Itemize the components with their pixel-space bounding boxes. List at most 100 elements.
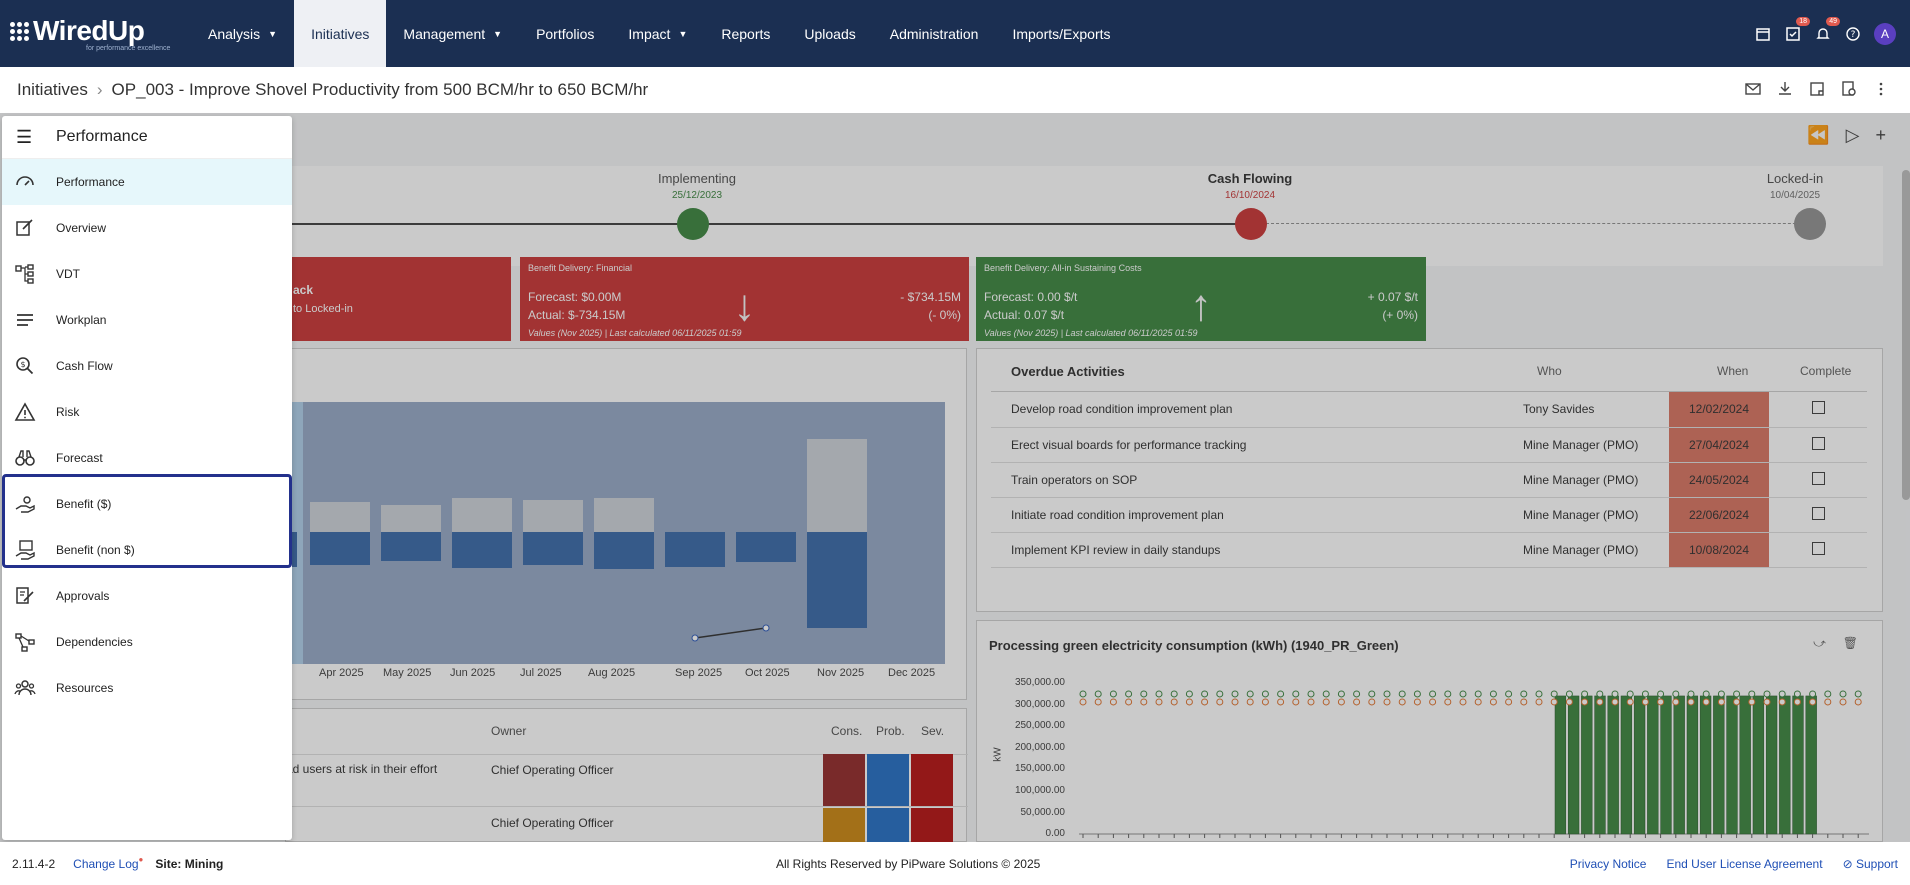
table-row[interactable]: Implement KPI review in daily standups Mi…: [991, 532, 1867, 568]
chart-point: [1687, 690, 1695, 698]
sidebar-item-performance[interactable]: Performance: [2, 159, 292, 205]
chart-point: [1778, 698, 1786, 706]
chart-point: [1793, 698, 1801, 706]
table-row[interactable]: Initiate road condition improvement plan…: [991, 497, 1867, 533]
notifications-badge: 49: [1826, 16, 1840, 26]
doc-search-icon[interactable]: [1840, 80, 1858, 98]
chevron-right-icon: ›: [96, 80, 103, 99]
chart-point: [1854, 690, 1862, 698]
hand-coins-icon: [14, 493, 36, 515]
support-link[interactable]: ⊘ Support: [1842, 856, 1898, 871]
sidebar-item-label: Resources: [56, 681, 114, 695]
chart-x-tick: Dec 2025: [888, 667, 936, 679]
calendar-icon[interactable]: [1754, 25, 1772, 43]
sidebar-item-risk[interactable]: Risk: [2, 389, 292, 435]
sidebar-item-vdt[interactable]: VDT: [2, 251, 292, 297]
nav-item-analysis[interactable]: Analysis ▼: [208, 25, 278, 42]
nav-item-uploads[interactable]: Uploads: [804, 25, 856, 42]
benefit-card-aisc[interactable]: Benefit Delivery: All-in Sustaining Cost…: [976, 257, 1426, 341]
nav-item-initiatives[interactable]: Initiatives: [294, 0, 387, 67]
benefit-chart-svg: [285, 439, 867, 642]
col-who: Who: [1537, 364, 1562, 378]
help-icon[interactable]: ?: [1844, 25, 1862, 43]
sidebar-item-overview[interactable]: Overview: [2, 205, 292, 251]
play-icon[interactable]: ▷: [1845, 125, 1860, 145]
card-forecast: Forecast: $0.00M: [528, 290, 622, 304]
trash-icon[interactable]: 🗑: [1842, 636, 1858, 650]
stage-dot-implementing[interactable]: [677, 208, 709, 240]
sidebar-item-benefit-non[interactable]: Benefit (non $): [2, 527, 292, 573]
sidebar-item-benefit[interactable]: Benefit ($): [2, 481, 292, 527]
chart-point: [1763, 690, 1771, 698]
sidebar-item-dependencies[interactable]: Dependencies: [2, 619, 292, 665]
chart-bar: [594, 498, 654, 532]
complete-checkbox[interactable]: [1811, 506, 1825, 520]
changelog-link[interactable]: Change Log: [73, 856, 139, 871]
sidebar-item-approvals[interactable]: Approvals: [2, 573, 292, 619]
nav-item-imports-exports[interactable]: Imports/Exports: [1012, 25, 1111, 42]
share-icon[interactable]: ⤻: [1813, 636, 1826, 650]
table-row[interactable]: Develop road condition improvement plan T…: [991, 392, 1867, 428]
chart-bar: [1660, 695, 1672, 835]
chart-point: [762, 624, 770, 632]
nav-item-management[interactable]: Management ▼: [403, 25, 503, 42]
benefit-card-partial[interactable]: ack to Locked-in: [285, 257, 511, 341]
chart-point: [1672, 690, 1680, 698]
sidebar-item-label: Overview: [56, 221, 107, 235]
side-menu-header: ☰ Performance: [2, 116, 292, 159]
logo[interactable]: WiredUp for performance excellence: [0, 0, 185, 67]
side-menu-list: Performance Overview VDT Workplan $ Cash Flow…: [2, 159, 292, 711]
chart-point: [1505, 698, 1513, 706]
risk-sev-cell: [911, 754, 953, 806]
rewind-icon[interactable]: ⏪: [1807, 125, 1830, 145]
complete-checkbox[interactable]: [1811, 541, 1825, 555]
user-avatar[interactable]: A: [1874, 22, 1896, 45]
card-footer: Values (Nov 2025) | Last calculated 06/1…: [984, 328, 1198, 338]
complete-checkbox[interactable]: [1811, 471, 1825, 485]
nav-item-portfolios[interactable]: Portfolios: [536, 25, 595, 42]
stage-cash-flowing: Cash Flowing 16/10/2024: [1207, 171, 1293, 201]
table-row[interactable]: Erect visual boards for performance trac…: [991, 427, 1867, 463]
nav-item-reports[interactable]: Reports: [721, 25, 771, 42]
note-icon[interactable]: [1808, 80, 1826, 98]
hamburger-icon[interactable]: ☰: [16, 126, 33, 147]
breadcrumb-root[interactable]: Initiatives: [17, 80, 88, 99]
activity-task: Implement KPI review in daily standups: [991, 532, 1523, 568]
complete-checkbox[interactable]: [1811, 401, 1825, 415]
support-icon: ⊘: [1842, 856, 1853, 871]
table-row[interactable]: Train operators on SOP Mine Manager (PMO)…: [991, 462, 1867, 498]
stage-dot-locked-in[interactable]: [1794, 208, 1826, 240]
page-scrollbar[interactable]: [1902, 170, 1910, 500]
add-icon[interactable]: +: [1875, 125, 1886, 145]
sidebar-item-workplan[interactable]: Workplan: [2, 297, 292, 343]
more-vert-icon[interactable]: [1872, 80, 1890, 98]
card-footer: Values (Nov 2025) | Last calculated 06/1…: [528, 328, 742, 338]
sidebar-item-forecast[interactable]: Forecast: [2, 435, 292, 481]
chart-point: [1368, 698, 1376, 706]
chart-point: [1459, 690, 1467, 698]
activity-when: 10/08/2024: [1669, 532, 1769, 568]
chart-point: [1322, 690, 1330, 698]
card-title: Benefit Delivery: All-in Sustaining Cost…: [984, 263, 1142, 273]
chart-point: [1140, 690, 1148, 698]
privacy-link[interactable]: Privacy Notice: [1569, 856, 1647, 871]
benefit-card-financial[interactable]: Benefit Delivery: Financial ↓ Forecast: …: [520, 257, 969, 341]
modal-overlay[interactable]: [0, 113, 1910, 842]
stage-dot-cash-flowing[interactable]: [1235, 208, 1267, 240]
chart-line: [694, 627, 767, 639]
bell-icon[interactable]: 49: [1814, 16, 1840, 43]
download-icon[interactable]: [1776, 80, 1794, 98]
eula-link[interactable]: End User License Agreement: [1666, 856, 1823, 871]
nav-item-impact[interactable]: Impact ▼: [628, 25, 688, 42]
sidebar-item-label: Forecast: [56, 451, 103, 465]
chart-point: [1261, 690, 1269, 698]
page-title: OP_003 - Improve Shovel Productivity fro…: [111, 80, 649, 99]
nav-item-administration[interactable]: Administration: [889, 25, 979, 42]
sidebar-item-resources[interactable]: Resources: [2, 665, 292, 711]
complete-checkbox[interactable]: [1811, 436, 1825, 450]
tasks-icon[interactable]: 18: [1784, 16, 1810, 43]
sidebar-item-cash-flow[interactable]: $ Cash Flow: [2, 343, 292, 389]
chart-point: [1185, 690, 1193, 698]
email-icon[interactable]: [1744, 80, 1762, 98]
chart-point: [1277, 690, 1285, 698]
